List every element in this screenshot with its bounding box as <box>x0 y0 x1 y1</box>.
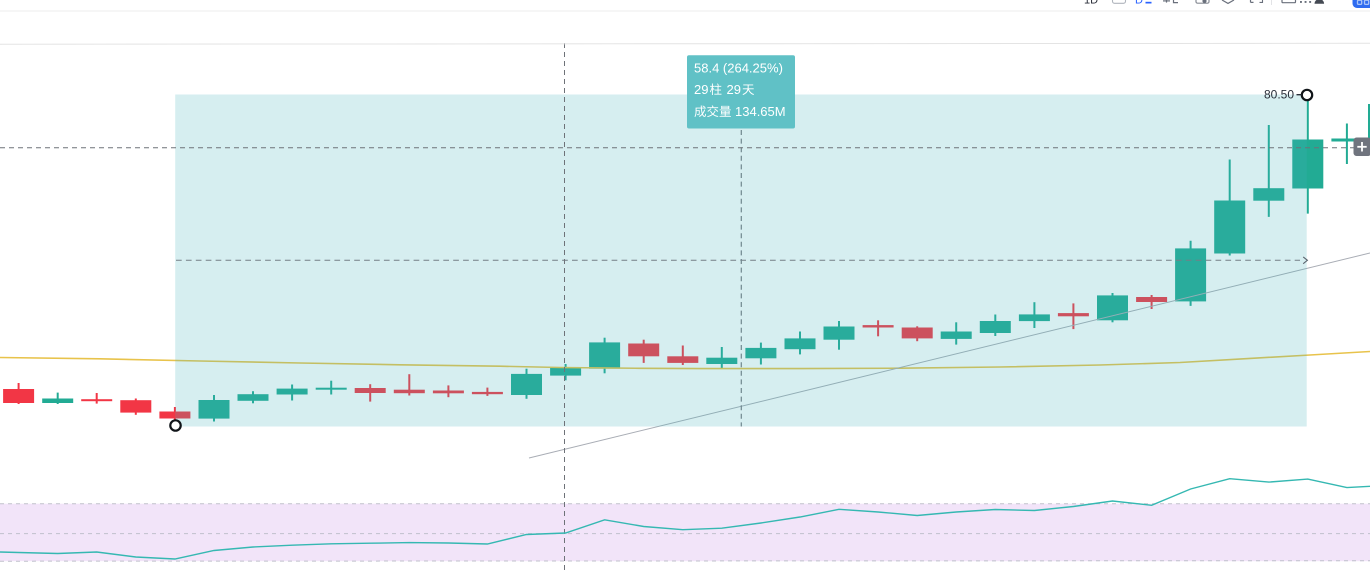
svg-text:134.65M: 134.65M <box>735 104 786 119</box>
svg-text:29: 29 <box>727 82 741 97</box>
svg-text:58.4 (264.25%): 58.4 (264.25%) <box>694 61 783 76</box>
svg-text:D: D <box>1135 0 1143 6</box>
svg-text:29: 29 <box>694 82 708 97</box>
svg-text:1D: 1D <box>1084 0 1098 6</box>
svg-text:80.50: 80.50 <box>1264 88 1294 102</box>
